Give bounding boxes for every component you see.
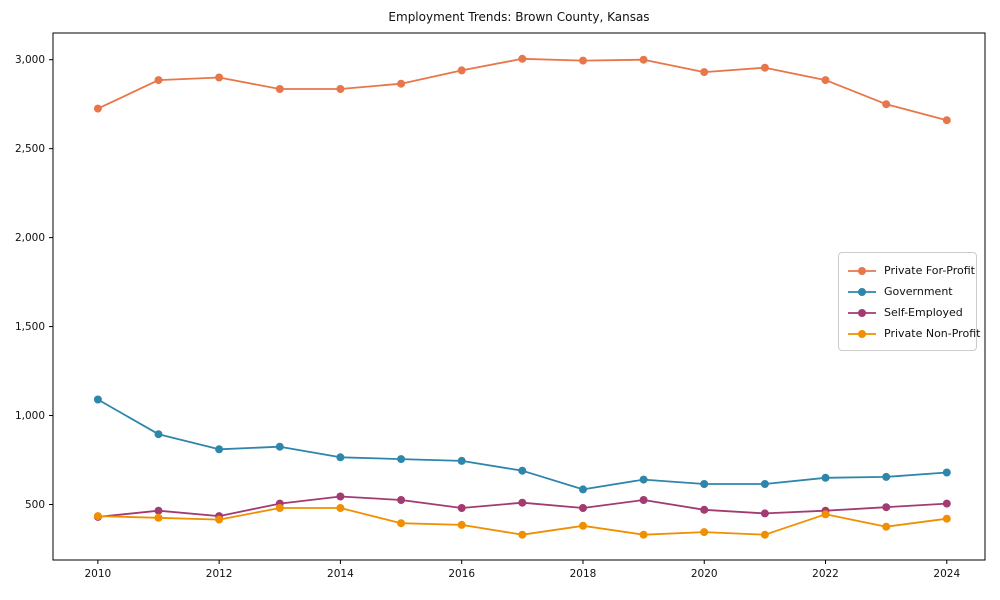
x-tick-label: 2010 — [85, 568, 112, 580]
y-tick-label: 2,500 — [15, 143, 45, 155]
data-point-marker — [882, 503, 891, 512]
legend-swatch — [848, 308, 876, 317]
data-point-marker — [700, 505, 709, 514]
data-point-marker — [457, 456, 466, 465]
data-point-marker — [397, 519, 406, 528]
data-point-marker — [579, 56, 587, 65]
legend-marker-icon — [858, 266, 866, 275]
data-point-marker — [760, 509, 769, 518]
data-point-marker — [457, 66, 466, 75]
data-point-marker — [821, 76, 830, 85]
chart-title: Employment Trends: Brown County, Kansas — [388, 10, 650, 24]
x-tick-label: 2016 — [448, 568, 475, 580]
data-point-marker — [518, 530, 527, 539]
series-line — [97, 507, 948, 536]
data-point-marker — [639, 475, 648, 484]
data-point-marker — [942, 116, 951, 125]
legend-item: Private For-Profit — [847, 260, 975, 281]
data-point-marker — [639, 530, 648, 539]
data-point-marker — [154, 76, 163, 85]
x-tick-label: 2022 — [812, 568, 839, 580]
legend-label: Government — [884, 285, 953, 298]
data-point-marker — [760, 63, 769, 72]
data-point-marker — [700, 68, 709, 77]
series-line — [97, 398, 948, 491]
data-point-marker — [882, 522, 891, 531]
data-point-marker — [154, 506, 163, 515]
data-point-marker — [942, 514, 951, 523]
data-point-marker — [942, 468, 951, 477]
data-point-marker — [215, 445, 224, 454]
legend-swatch — [848, 287, 876, 296]
legend: Private For-Profit Government Self-Employe… — [838, 252, 980, 351]
data-point-marker — [336, 453, 345, 462]
data-point-marker — [457, 504, 466, 512]
data-point-marker — [215, 73, 224, 82]
legend-label: Private Non-Profit — [884, 327, 981, 340]
data-point-marker — [93, 104, 102, 113]
data-point-marker — [336, 85, 345, 93]
y-tick-label: 500 — [25, 499, 45, 511]
legend-swatch — [848, 266, 876, 275]
data-point-marker — [215, 515, 224, 524]
legend-marker-icon — [858, 308, 866, 317]
data-point-marker — [397, 79, 406, 88]
x-tick-label: 2020 — [691, 568, 718, 580]
data-point-marker — [700, 480, 709, 488]
data-point-marker — [275, 442, 284, 451]
data-point-marker — [275, 504, 284, 512]
data-point-marker — [700, 528, 709, 537]
data-point-marker — [336, 492, 345, 501]
data-point-marker — [93, 395, 102, 404]
y-tick-label: 1,500 — [15, 321, 45, 333]
x-tick-label: 2024 — [933, 568, 960, 580]
y-tick-label: 3,000 — [15, 54, 45, 66]
data-point-marker — [518, 498, 527, 507]
y-tick-label: 1,000 — [15, 410, 45, 422]
data-point-marker — [639, 55, 648, 64]
data-point-marker — [821, 473, 830, 482]
x-tick-label: 2014 — [327, 568, 354, 580]
x-tick-label: 2018 — [570, 568, 597, 580]
axes-spines — [52, 32, 986, 561]
data-point-marker — [942, 499, 951, 508]
data-point-marker — [639, 496, 648, 504]
legend-marker-icon — [858, 287, 866, 296]
data-point-marker — [518, 466, 527, 475]
data-point-marker — [760, 480, 769, 488]
legend-item: Government — [847, 281, 968, 302]
series-line — [97, 57, 948, 122]
data-point-marker — [579, 504, 587, 512]
legend-marker-icon — [858, 329, 866, 338]
data-point-marker — [93, 512, 102, 521]
data-point-marker — [457, 520, 466, 529]
x-tick-label: 2012 — [206, 568, 233, 580]
data-point-marker — [760, 530, 769, 539]
data-point-marker — [397, 455, 406, 464]
data-point-marker — [397, 496, 406, 504]
data-point-marker — [579, 485, 587, 494]
data-point-marker — [275, 85, 284, 93]
legend-item: Private Non-Profit — [847, 323, 980, 344]
data-point-marker — [154, 513, 163, 522]
legend-item: Self-Employed — [847, 302, 968, 323]
data-point-marker — [518, 54, 527, 63]
data-point-marker — [882, 472, 891, 481]
data-point-marker — [882, 100, 891, 109]
y-tick-label: 2,000 — [15, 232, 45, 244]
legend-swatch — [848, 329, 876, 338]
data-point-marker — [154, 430, 163, 439]
data-point-marker — [336, 504, 345, 512]
data-point-marker — [579, 521, 587, 530]
data-point-marker — [821, 510, 830, 519]
legend-label: Private For-Profit — [884, 264, 975, 277]
legend-label: Self-Employed — [884, 306, 963, 319]
